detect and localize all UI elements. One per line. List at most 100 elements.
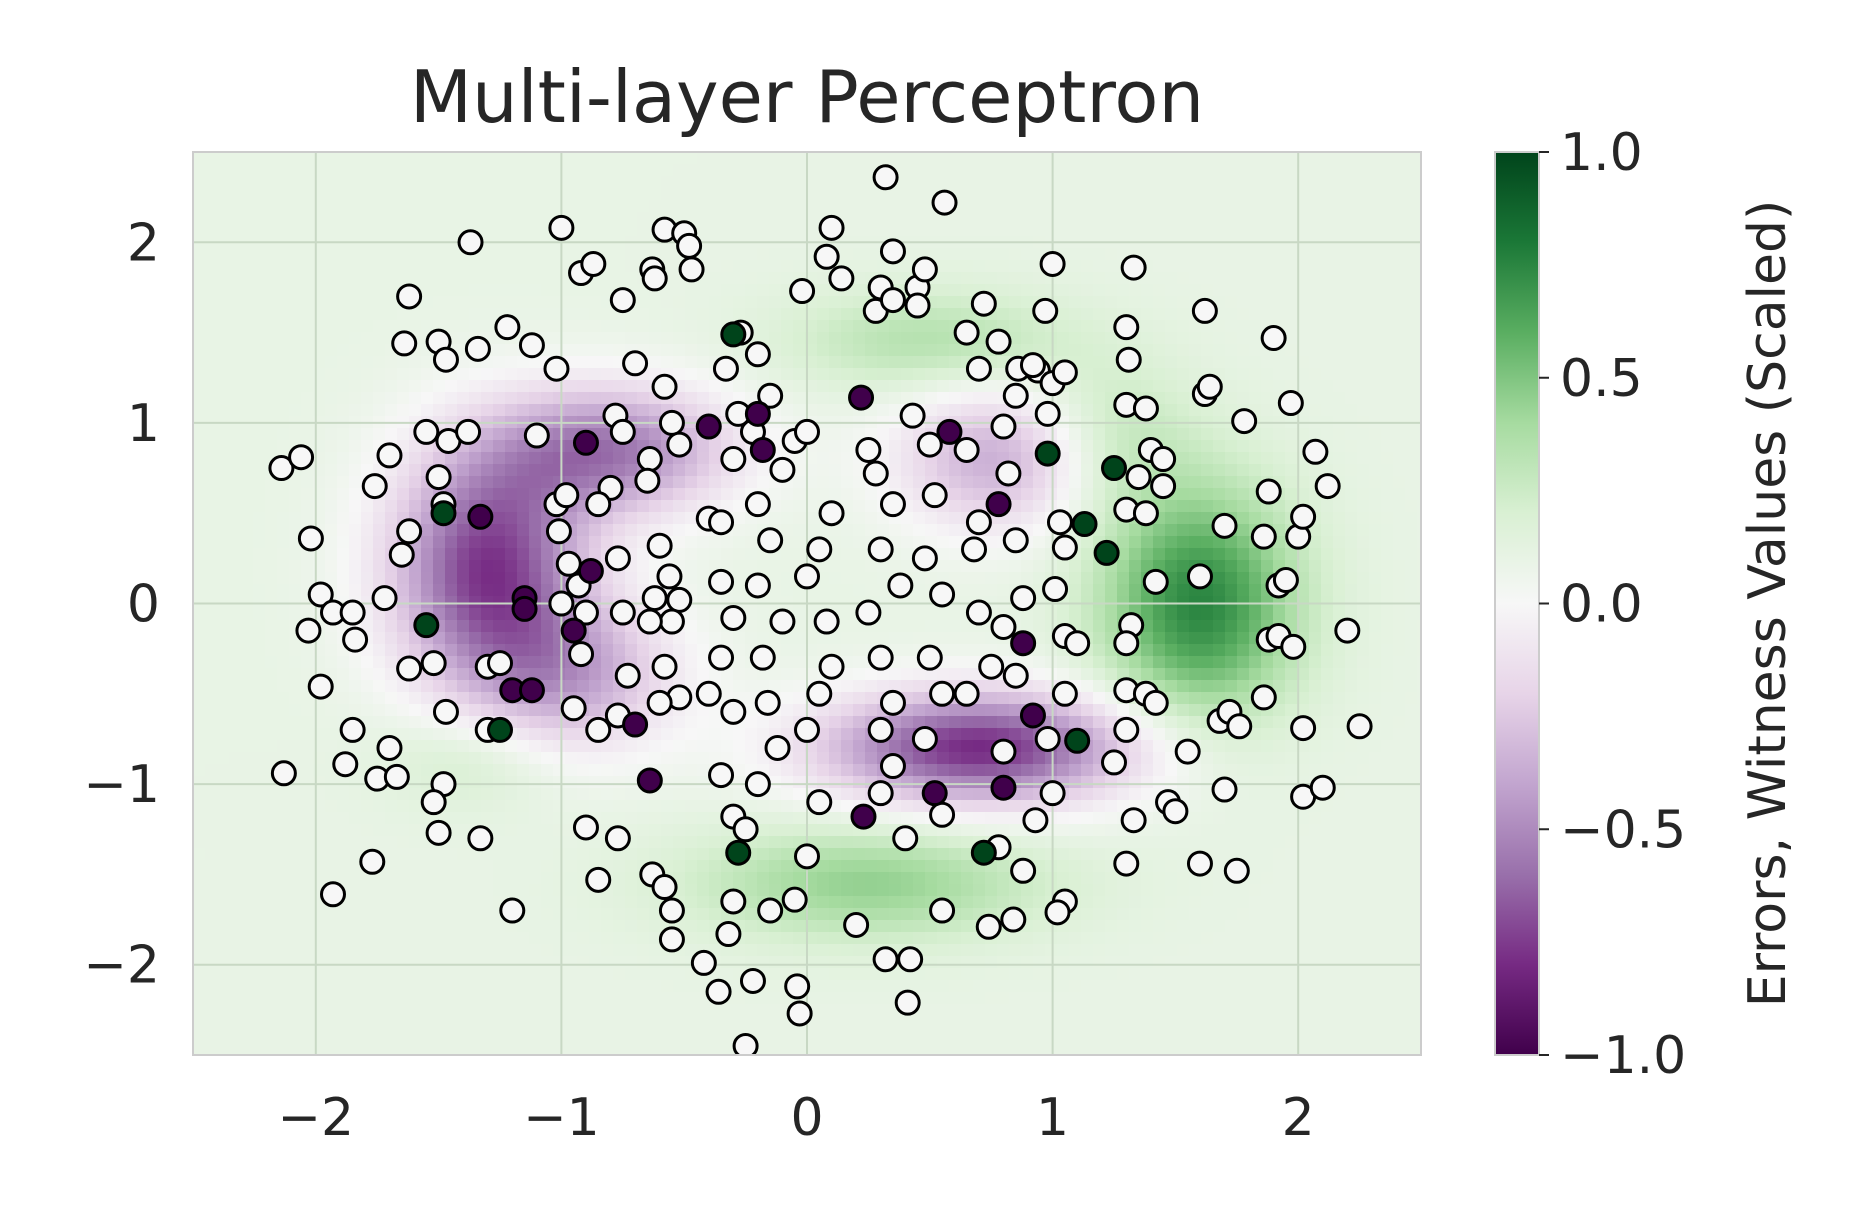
point-correct (390, 543, 413, 566)
point-correct (980, 655, 1003, 678)
point-correct (710, 646, 733, 669)
point-correct (309, 675, 332, 698)
point-correct (1279, 392, 1302, 415)
point-error-positive (415, 614, 438, 637)
point-error-negative (638, 769, 661, 792)
point-correct (896, 991, 919, 1014)
point-correct (1304, 440, 1327, 463)
point-correct (1053, 536, 1076, 559)
point-correct (1044, 578, 1067, 601)
point-correct (1198, 375, 1221, 398)
point-correct (820, 655, 843, 678)
point-correct (643, 587, 666, 610)
point-correct (638, 610, 661, 633)
point-correct (734, 818, 757, 841)
point-error-negative (1012, 632, 1035, 655)
point-correct (1257, 480, 1280, 503)
point-correct (341, 718, 364, 741)
point-correct (1036, 402, 1059, 425)
y-tick-label: −2 (83, 936, 160, 996)
point-correct (434, 348, 457, 371)
point-correct (1134, 397, 1157, 420)
point-correct (933, 191, 956, 214)
point-correct (489, 652, 512, 675)
point-correct (668, 433, 691, 456)
point-correct (746, 574, 769, 597)
point-correct (611, 289, 634, 312)
point-correct (692, 951, 715, 974)
point-correct (1348, 715, 1371, 738)
point-correct (1122, 809, 1145, 832)
point-correct (373, 587, 396, 610)
point-correct (1252, 686, 1275, 709)
point-correct (808, 791, 831, 814)
point-error-positive (722, 323, 745, 346)
point-correct (931, 803, 954, 826)
point-correct (967, 511, 990, 534)
point-correct (783, 888, 806, 911)
point-correct (660, 610, 683, 633)
point-correct (913, 547, 936, 570)
point-correct (987, 330, 1010, 353)
point-correct (869, 538, 892, 561)
point-correct (756, 691, 779, 714)
point-correct (997, 462, 1020, 485)
point-error-negative (987, 493, 1010, 516)
point-correct (643, 267, 666, 290)
point-error-positive (1036, 442, 1059, 465)
point-correct (955, 438, 978, 461)
point-correct (1228, 715, 1251, 738)
point-correct (746, 493, 769, 516)
point-correct (393, 332, 416, 355)
point-correct (697, 682, 720, 705)
point-correct (678, 234, 701, 257)
point-correct (992, 415, 1015, 438)
point-correct (1336, 619, 1359, 642)
point-correct (796, 845, 819, 868)
point-correct (1024, 809, 1047, 832)
point-correct (746, 343, 769, 366)
point-correct (1122, 256, 1145, 279)
point-correct (501, 899, 524, 922)
point-correct (545, 357, 568, 380)
point-correct (874, 166, 897, 189)
point-correct (299, 527, 322, 550)
point-correct (766, 736, 789, 759)
point-correct (496, 316, 519, 339)
point-correct (587, 718, 610, 741)
point-correct (1213, 778, 1236, 801)
point-correct (918, 646, 941, 669)
point-correct (1193, 299, 1216, 322)
point-correct (550, 592, 573, 615)
point-correct (857, 601, 880, 624)
point-correct (899, 948, 922, 971)
point-correct (881, 493, 904, 516)
point-correct (422, 791, 445, 814)
point-correct (1164, 800, 1187, 823)
point-correct (653, 876, 676, 899)
point-error-negative (1021, 704, 1044, 727)
point-correct (881, 755, 904, 778)
point-error-negative (469, 505, 492, 528)
point-correct (830, 267, 853, 290)
point-correct (857, 438, 880, 461)
point-correct (815, 610, 838, 633)
point-correct (1115, 718, 1138, 741)
point-correct (771, 610, 794, 633)
point-correct (923, 484, 946, 507)
point-correct (771, 458, 794, 481)
point-correct (1311, 776, 1334, 799)
point-error-negative (938, 420, 961, 443)
point-correct (344, 628, 367, 651)
point-correct (378, 444, 401, 467)
point-correct (808, 682, 831, 705)
point-correct (791, 280, 814, 303)
point-correct (788, 1002, 811, 1025)
x-tick-label: −2 (277, 1088, 354, 1148)
point-correct (1152, 475, 1175, 498)
point-error-positive (432, 502, 455, 525)
point-correct (714, 357, 737, 380)
point-correct (363, 475, 386, 498)
point-correct (434, 700, 457, 723)
